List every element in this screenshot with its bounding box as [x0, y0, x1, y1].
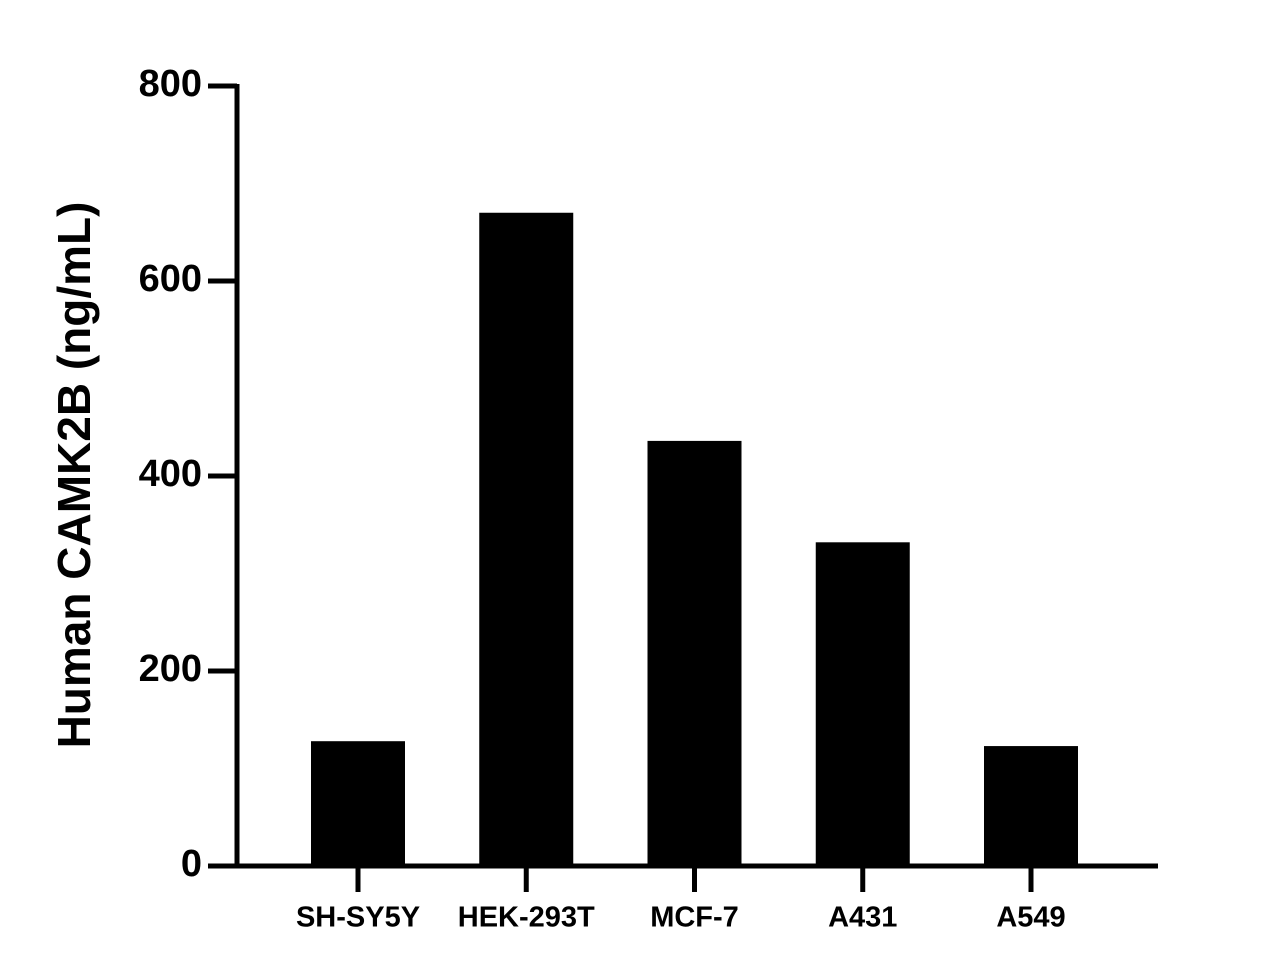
y-tick-label: 600 — [139, 258, 202, 300]
bar — [479, 212, 574, 866]
y-tick-label: 200 — [139, 648, 202, 690]
y-tick-label: 0 — [181, 843, 202, 885]
bar — [984, 746, 1078, 866]
x-tick-label: A549 — [996, 902, 1065, 934]
x-tick-label: MCF-7 — [650, 902, 739, 934]
y-axis-title: Human CAMK2B (ng/mL) — [48, 202, 100, 749]
bar — [647, 440, 742, 866]
x-tick-label: SH-SY5Y — [296, 902, 420, 934]
y-tick-label: 400 — [139, 453, 202, 495]
x-tick-label: HEK-293T — [458, 902, 595, 934]
x-tick-label: A431 — [828, 902, 897, 934]
y-tick-label: 800 — [139, 63, 202, 105]
bar — [311, 741, 405, 866]
bar — [815, 542, 910, 866]
